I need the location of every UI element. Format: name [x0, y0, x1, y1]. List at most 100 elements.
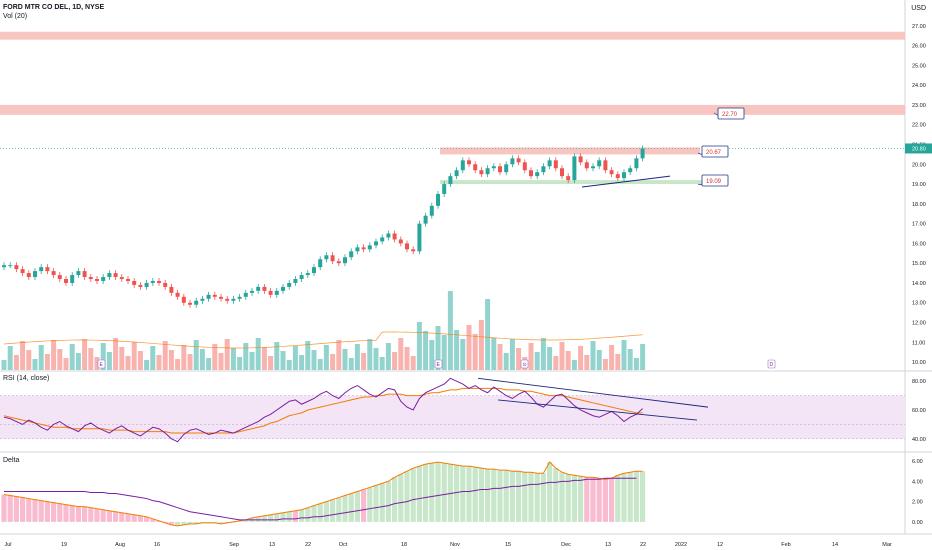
- volume-bar: [385, 343, 391, 370]
- volume-bar: [137, 351, 143, 370]
- last-price-tag: [905, 143, 932, 154]
- x-tick-label: 12: [717, 542, 723, 548]
- candle-body: [132, 280, 137, 285]
- volume-bar: [584, 355, 590, 370]
- delta-bar: [100, 509, 106, 522]
- candle-body: [423, 215, 428, 224]
- delta-bar: [261, 515, 267, 522]
- candle-body: [529, 170, 533, 177]
- candle-body: [498, 166, 502, 173]
- candle-body: [374, 241, 378, 246]
- volume-bar: [621, 340, 627, 370]
- last-price-label: 20.80: [912, 146, 926, 152]
- candle-body: [460, 160, 465, 171]
- volume-bar: [534, 352, 540, 370]
- delta-bar: [621, 473, 627, 522]
- delta-bar: [292, 510, 298, 522]
- delta-bar: [51, 502, 57, 522]
- support-zone: [440, 180, 725, 185]
- volume-bar: [336, 340, 342, 370]
- volume-bar: [57, 349, 63, 370]
- y-tick-label: 11.00: [912, 340, 925, 346]
- event-marker-icon: E: [437, 362, 441, 368]
- x-tick-label: Jul: [4, 542, 11, 548]
- candle-body: [634, 158, 639, 169]
- delta-bar: [224, 521, 230, 523]
- candle-body: [20, 269, 25, 274]
- volume-bar: [330, 354, 336, 370]
- volume-bar: [7, 346, 13, 370]
- candle-body: [64, 279, 68, 283]
- event-marker-icon: D: [770, 362, 774, 368]
- candle-body: [194, 300, 199, 305]
- y-tick-label: 26.00: [912, 44, 926, 50]
- candle-body: [26, 273, 31, 278]
- delta-bar: [305, 507, 311, 522]
- delta-bar: [435, 462, 441, 522]
- candle-body: [535, 172, 540, 177]
- y-tick-label: 17.00: [912, 222, 926, 228]
- candle-body: [522, 162, 527, 171]
- event-marker-icon: ⊙: [523, 362, 527, 368]
- candle-body: [212, 294, 217, 297]
- y-tick-label: 22.00: [912, 123, 926, 129]
- delta-bar: [584, 477, 590, 522]
- delta-bar: [559, 472, 565, 522]
- volume-bar: [51, 340, 57, 370]
- candle-body: [157, 280, 161, 283]
- delta-bar: [466, 466, 472, 522]
- volume-bar: [100, 343, 106, 370]
- delta-bar: [454, 465, 460, 522]
- volume-bar: [516, 348, 522, 370]
- price-callout-label: 20.67: [706, 150, 722, 156]
- delta-bar: [63, 504, 69, 522]
- candle-body: [560, 168, 564, 177]
- candle-body: [324, 255, 329, 260]
- y-tick-label: 12.00: [912, 321, 926, 327]
- candle-body: [572, 156, 577, 181]
- delta-bar: [323, 501, 329, 522]
- volume-bar: [410, 356, 416, 370]
- delta-bar: [88, 507, 94, 522]
- price-callout-label: 22.70: [722, 112, 738, 118]
- candle-body: [163, 282, 168, 287]
- volume-bar: [187, 354, 193, 370]
- candle-body: [398, 239, 403, 244]
- candle-body: [231, 298, 236, 301]
- candle-body: [175, 292, 180, 297]
- volume-bar: [1, 360, 7, 370]
- x-tick-label: Aug: [115, 542, 125, 548]
- x-tick-label: 2022: [675, 542, 687, 548]
- delta-bar: [503, 470, 509, 522]
- delta-bar: [367, 487, 373, 522]
- event-marker: [520, 359, 529, 369]
- candle-body: [330, 255, 335, 262]
- candle-body: [262, 286, 267, 291]
- candle-body: [305, 273, 310, 276]
- candle-body: [144, 282, 149, 287]
- volume-bar: [26, 350, 32, 370]
- candle-body: [355, 247, 360, 252]
- candle-body: [485, 168, 490, 175]
- x-tick-label: 15: [505, 542, 511, 548]
- delta-bar: [38, 500, 44, 522]
- delta-bar: [534, 473, 540, 522]
- volume-bar: [168, 350, 174, 370]
- volume-bar: [478, 320, 484, 370]
- rsi-tick-label: 60.00: [912, 408, 926, 414]
- volume-bar: [373, 348, 379, 370]
- delta-bar: [206, 521, 212, 523]
- delta-tick-label: 2.00: [912, 500, 923, 506]
- candle-body: [206, 294, 211, 299]
- volume-bar: [175, 359, 181, 370]
- delta-bar: [509, 471, 515, 522]
- delta-bar: [342, 495, 348, 522]
- volume-bar: [193, 340, 199, 370]
- delta-bar: [317, 503, 323, 522]
- volume-bar: [32, 359, 38, 370]
- volume-bar: [218, 353, 224, 370]
- volume-bar: [206, 358, 212, 370]
- delta-bar: [193, 521, 199, 524]
- volume-bar: [429, 340, 435, 370]
- resistance-zone: [440, 147, 700, 155]
